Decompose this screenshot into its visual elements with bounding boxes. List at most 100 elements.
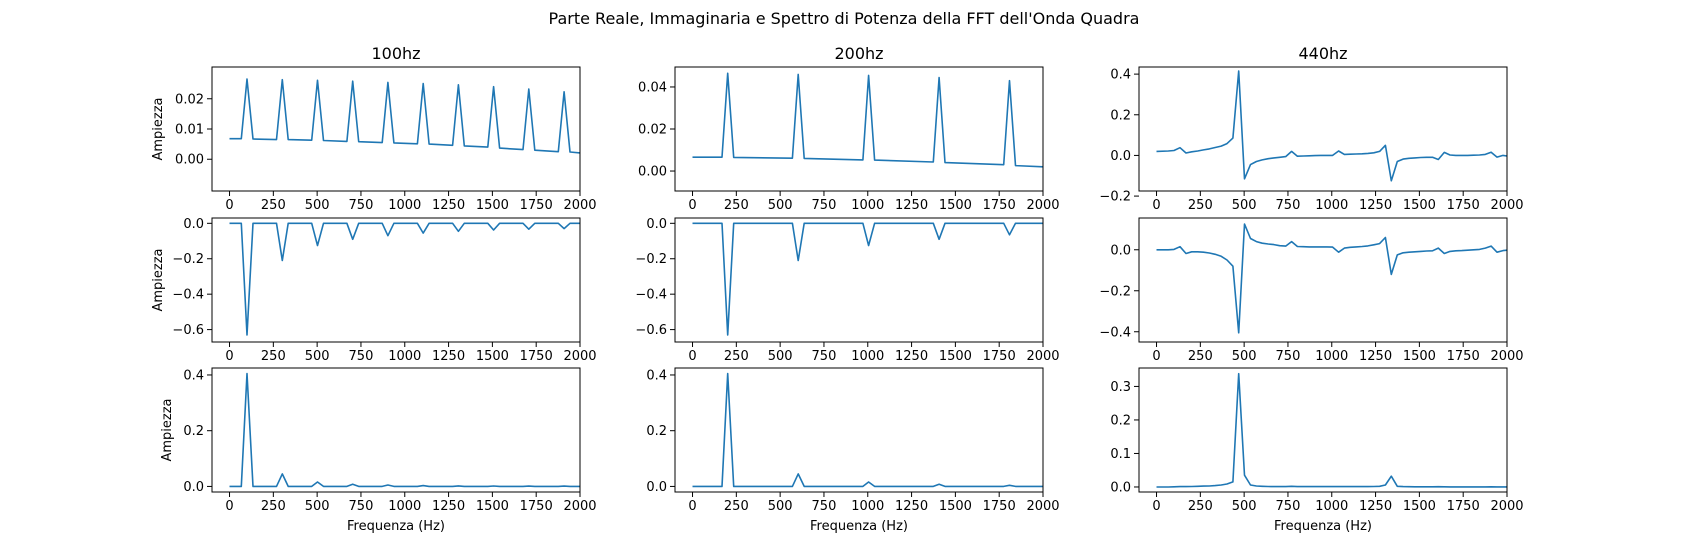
x-tick-label: 0	[688, 349, 696, 364]
y-tick-label: 0.01	[175, 123, 204, 138]
subplot-title: 100hz	[371, 44, 420, 63]
series-line	[229, 78, 581, 154]
x-tick-label: 1000	[1315, 499, 1348, 514]
y-tick-label: −0.6	[172, 323, 204, 338]
y-tick-label: −0.2	[635, 252, 667, 267]
x-tick-label: 0	[1152, 198, 1160, 213]
x-tick-label: 0	[225, 349, 233, 364]
y-tick-label: −0.4	[172, 288, 204, 303]
x-tick-label: 1750	[1447, 499, 1480, 514]
y-tick-label: 0.2	[183, 424, 204, 439]
y-tick-label: 0.3	[1110, 380, 1131, 395]
x-tick-label: 2000	[1026, 349, 1059, 364]
x-tick-label: 1250	[895, 349, 928, 364]
y-axis-label: Ampiezza	[151, 248, 166, 311]
x-tick-label: 0	[688, 198, 696, 213]
x-tick-label: 750	[1276, 499, 1301, 514]
x-tick-label: 500	[768, 349, 793, 364]
x-tick-label: 1000	[388, 499, 421, 514]
x-tick-label: 1500	[939, 349, 972, 364]
subplot-1-3: 0 250 500 750 1000 1250 1500 1750 2000 −0.2 0.0 0.2…	[1099, 44, 1523, 213]
y-tick-label: 0.04	[638, 80, 667, 95]
x-tick-label: 1500	[476, 198, 509, 213]
y-tick-label: −0.4	[635, 288, 667, 303]
plot-frame	[674, 367, 1044, 493]
x-tick-label: 1500	[939, 499, 972, 514]
series-line	[692, 72, 1044, 168]
subplot-3-3: 0 250 500 750 1000 1250 1500 1750 2000 0.0 0.1 0.2 0…	[1110, 367, 1524, 534]
plot-frame	[211, 217, 581, 343]
x-tick-label: 250	[261, 499, 286, 514]
subplot-1-1: 0 250 500 750 1000 1250 1500 1750 2000 0.00 0.01 0.…	[151, 44, 597, 213]
subplot-3-1: 0 250 500 750 1000 1250 1500 1750 2000 0.0 0.2 0.4 A…	[160, 367, 597, 534]
x-tick-label: 500	[1232, 198, 1257, 213]
x-tick-label: 1000	[851, 499, 884, 514]
x-tick-label: 750	[349, 499, 374, 514]
x-tick-label: 500	[1232, 349, 1257, 364]
plot-frame	[1138, 217, 1508, 343]
x-tick-label: 2000	[1490, 349, 1523, 364]
y-tick-label: 0.0	[1110, 480, 1131, 495]
x-tick-label: 1250	[1359, 499, 1392, 514]
x-axis-label: Frequenza (Hz)	[810, 519, 908, 534]
x-tick-label: 1500	[1403, 349, 1436, 364]
x-tick-label: 1250	[1359, 349, 1392, 364]
series-line	[692, 222, 1043, 336]
x-tick-label: 0	[1152, 349, 1160, 364]
x-tick-label: 1250	[895, 499, 928, 514]
series-line	[1156, 70, 1508, 182]
x-tick-label: 250	[1188, 198, 1213, 213]
x-tick-label: 250	[261, 349, 286, 364]
x-tick-label: 1250	[1359, 198, 1392, 213]
x-tick-label: 500	[768, 499, 793, 514]
x-tick-label: 250	[1188, 499, 1213, 514]
x-tick-label: 1750	[983, 499, 1016, 514]
y-tick-label: 0.2	[646, 424, 667, 439]
y-tick-label: 0.2	[1110, 413, 1131, 428]
y-tick-label: 0.0	[183, 217, 204, 232]
plot-frame	[211, 367, 581, 493]
series-line	[229, 222, 580, 336]
subplot-2-2: 0 250 500 750 1000 1250 1500 1750 2000 −0.6 −0.4 −0…	[635, 217, 1059, 364]
x-tick-label: 250	[1188, 349, 1213, 364]
x-tick-label: 1250	[432, 499, 465, 514]
y-tick-label: 0.4	[646, 368, 667, 383]
y-tick-label: −0.6	[635, 323, 667, 338]
y-tick-label: 0.00	[175, 153, 204, 168]
x-tick-label: 1750	[520, 198, 553, 213]
x-tick-label: 1000	[388, 198, 421, 213]
x-tick-label: 1750	[983, 349, 1016, 364]
x-tick-label: 750	[349, 198, 374, 213]
x-axis-label: Frequenza (Hz)	[347, 519, 445, 534]
subplot-1-2: 0 250 500 750 1000 1250 1500 1750 2000 0.00 0.02 0.…	[638, 44, 1060, 213]
x-tick-label: 1500	[1403, 198, 1436, 213]
y-tick-label: 0.00	[638, 165, 667, 180]
x-tick-label: 750	[1276, 198, 1301, 213]
x-tick-label: 250	[724, 198, 749, 213]
subplot-grid: 0 250 500 750 1000 1250 1500 1750 20000.000.010.…	[151, 44, 1524, 534]
x-tick-label: 750	[812, 198, 837, 213]
x-tick-label: 2000	[1490, 198, 1523, 213]
x-tick-label: 1750	[520, 349, 553, 364]
x-tick-label: 250	[724, 499, 749, 514]
subplot-title: 440hz	[1298, 44, 1347, 63]
x-tick-label: 250	[261, 198, 286, 213]
x-tick-label: 0	[1152, 499, 1160, 514]
subplot-title: 200hz	[834, 44, 883, 63]
x-tick-label: 1250	[432, 198, 465, 213]
x-tick-label: 1750	[983, 198, 1016, 213]
y-tick-label: 0.02	[175, 92, 204, 107]
plot-frame	[674, 66, 1044, 192]
y-tick-label: −0.2	[1099, 190, 1131, 205]
subplot-3-2: 0 250 500 750 1000 1250 1500 1750 2000 0.0 0.2 0.4 F…	[646, 367, 1060, 534]
x-tick-label: 1750	[1447, 198, 1480, 213]
series-line	[1156, 223, 1508, 334]
plot-frame	[674, 217, 1044, 343]
x-tick-label: 2000	[563, 499, 596, 514]
x-tick-label: 750	[349, 349, 374, 364]
x-tick-label: 750	[812, 349, 837, 364]
x-tick-label: 1000	[388, 349, 421, 364]
x-tick-label: 2000	[563, 349, 596, 364]
x-tick-label: 1000	[851, 198, 884, 213]
